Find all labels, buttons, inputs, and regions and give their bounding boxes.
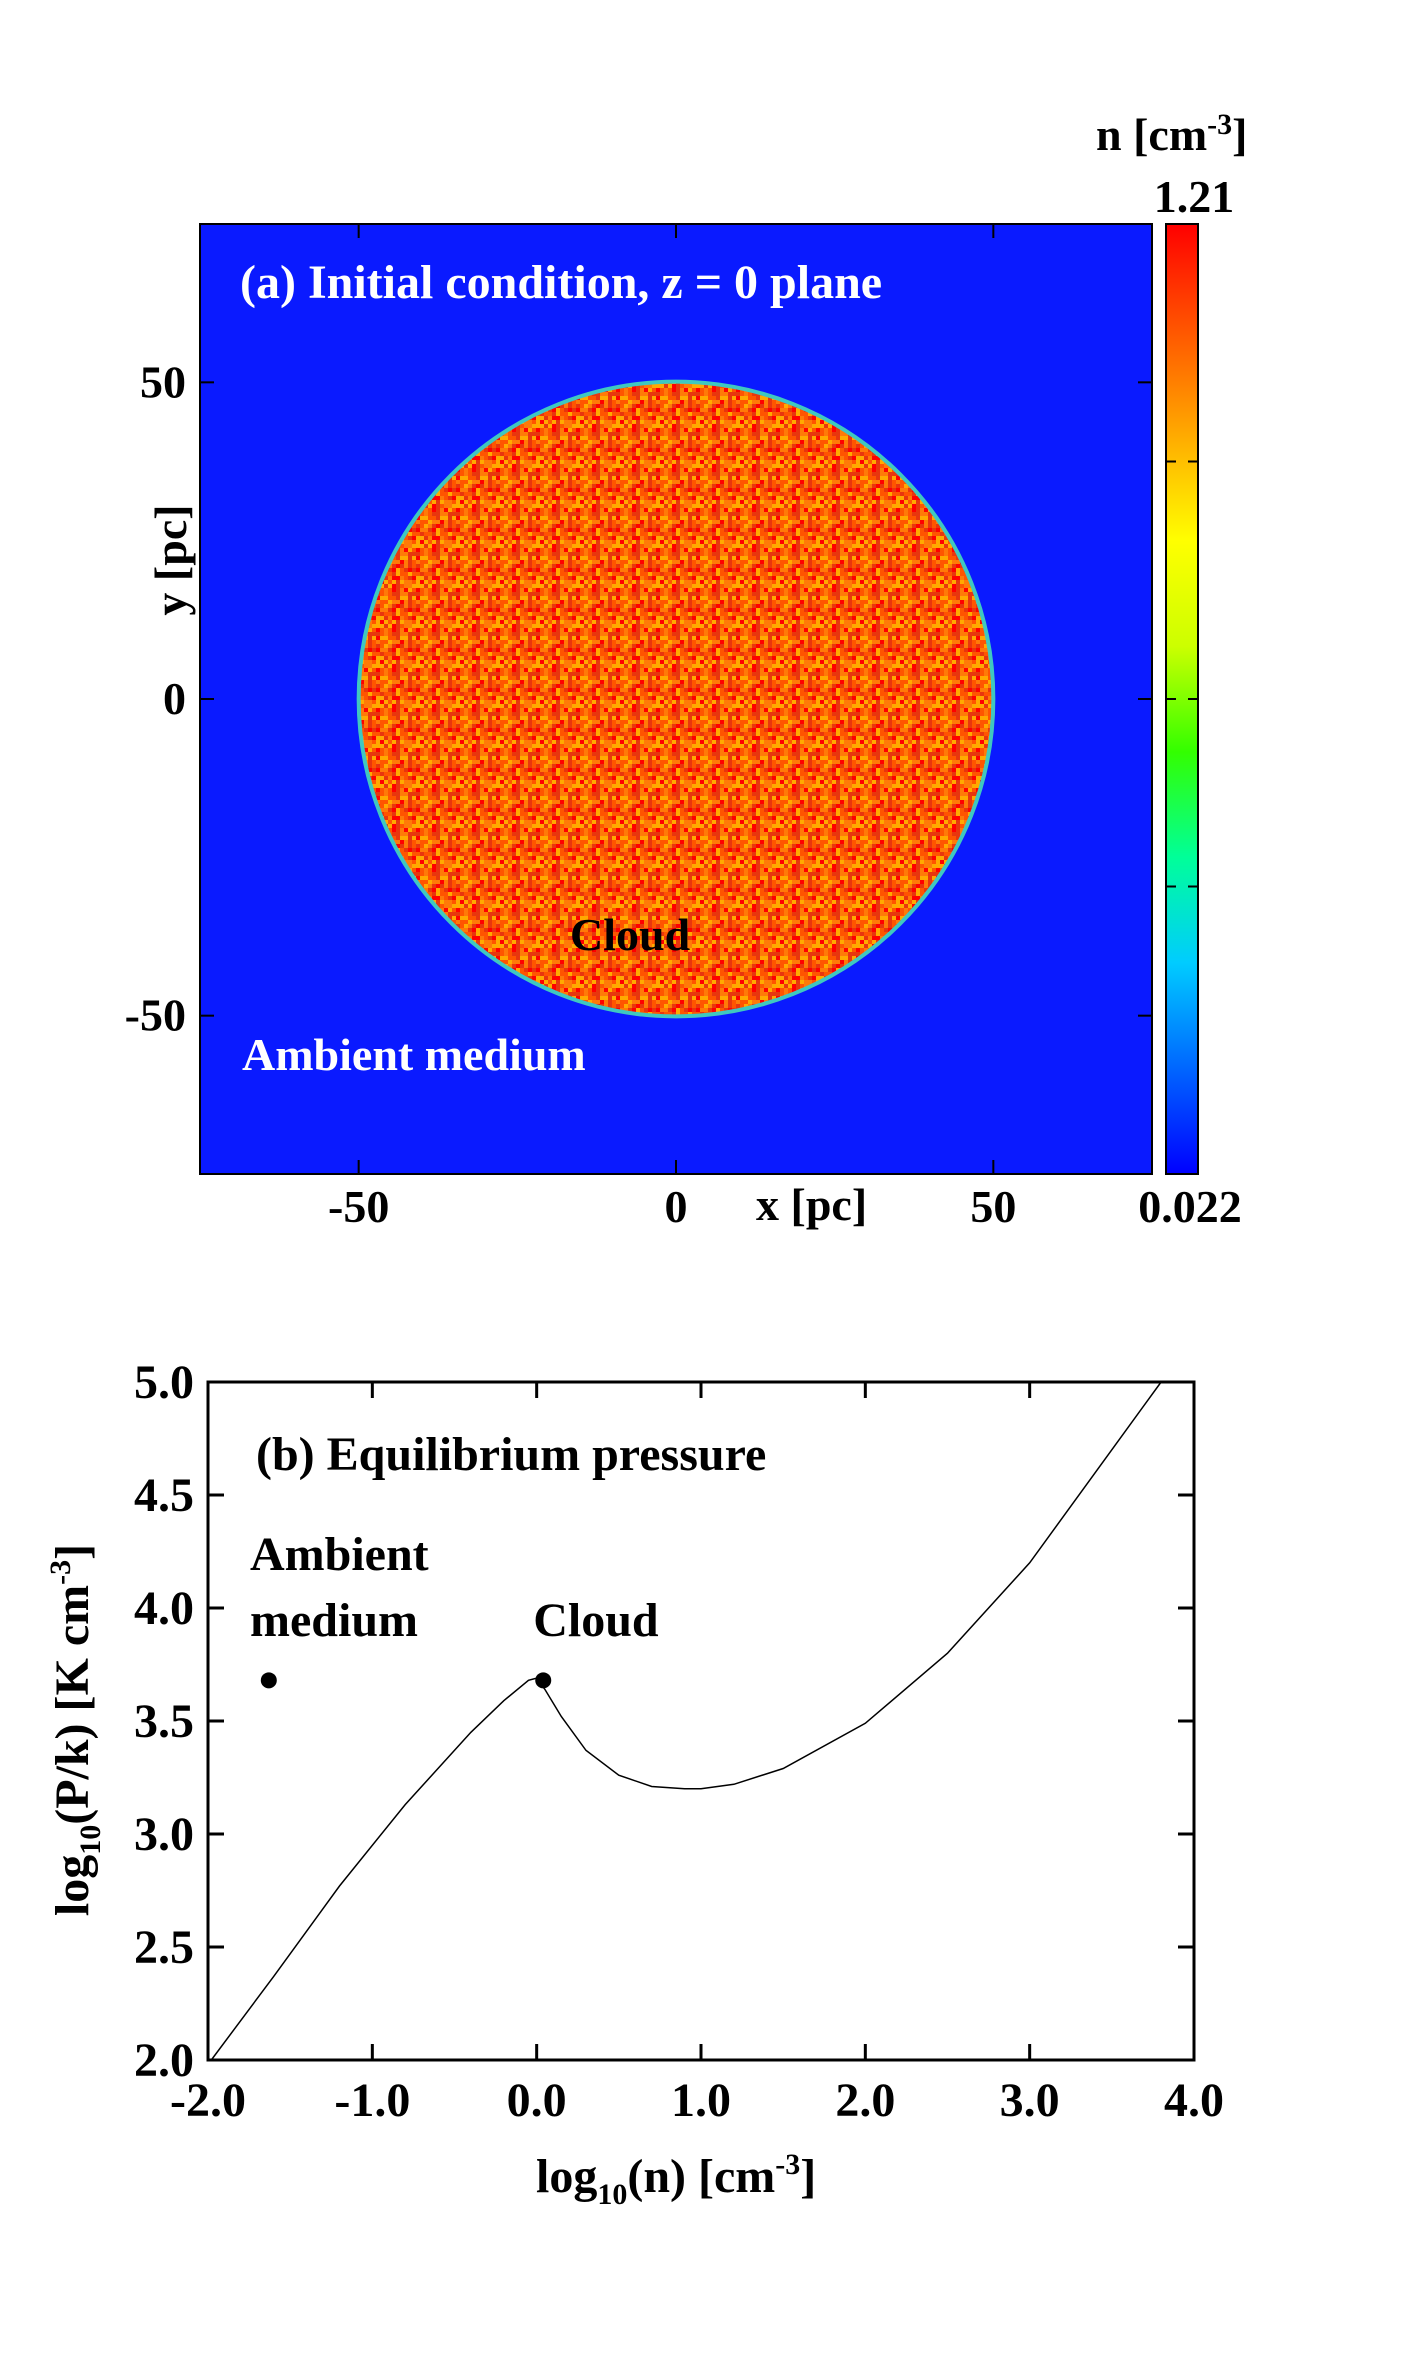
x-tick-label-b: -2.0 <box>170 2074 246 2127</box>
y-tick-label-a: 0 <box>163 673 186 724</box>
y-tick-label-a: 50 <box>140 356 186 407</box>
x-axis-label-a: x [pc] <box>756 1179 867 1230</box>
colorbar-ticks <box>1166 460 1198 888</box>
x-tick-label-b: 1.0 <box>671 2074 731 2127</box>
x-tick-label-a: 50 <box>970 1181 1016 1232</box>
panel-b-points: Ambient medium Cloud <box>250 1528 659 1689</box>
x-tick-label-b: -1.0 <box>334 2074 410 2127</box>
y-tick-label-b: 2.0 <box>134 2034 194 2087</box>
y-tick-label-b: 3.5 <box>134 1695 194 1748</box>
cloud-density-texture <box>358 381 994 1017</box>
panel-a: -50 0 50 -50 0 50 (a) Initial condition, z = … <box>125 108 1248 1232</box>
x-tick-label-a: 0 <box>665 1181 688 1232</box>
panel-a-ticks <box>200 224 1152 1174</box>
panel-b: -2.0 -1.0 0.0 1.0 2.0 3.0 4.0 2.0 2.5 3.0 3.5 4.0 4.… <box>44 1356 1224 2211</box>
ambient-medium-point-label: medium <box>250 1594 418 1647</box>
y-axis-label-a: y [pc] <box>145 504 196 615</box>
y-tick-label-b: 3.0 <box>134 1808 194 1861</box>
panel-b-frame <box>206 1380 1196 2062</box>
cloud-edge <box>356 379 996 1019</box>
colorbar-max-label: 1.21 <box>1154 171 1235 222</box>
x-tick-label-a: -50 <box>328 1181 389 1232</box>
y-tick-label-b: 5.0 <box>134 1356 194 1409</box>
cloud-label: Cloud <box>570 909 691 960</box>
colorbar-min-label: 0.022 <box>1138 1181 1242 1232</box>
x-tick-label-b: 0.0 <box>507 2074 567 2127</box>
panel-b-ticks <box>206 1380 1196 2062</box>
x-tick-label-b: 2.0 <box>835 2074 895 2127</box>
cloud-region <box>356 379 996 1019</box>
y-tick-label-b: 4.0 <box>134 1582 194 1635</box>
y-tick-label-b: 2.5 <box>134 1921 194 1974</box>
y-tick-label-b: 4.5 <box>134 1469 194 1522</box>
ambient-medium-point <box>260 1672 277 1689</box>
colorbar-label: n [cm-3] <box>1096 108 1247 160</box>
y-axis-label-b: log10(P/k) [K cm-3] <box>44 1544 107 1916</box>
equilibrium-pressure-curve <box>210 1381 1162 2061</box>
y-tick-label-a: -50 <box>125 990 186 1041</box>
cloud-point-label: Cloud <box>533 1594 659 1647</box>
panel-b-title: (b) Equilibrium pressure <box>256 1428 766 1481</box>
ambient-medium-point-label: Ambient <box>250 1528 429 1581</box>
cloud-point <box>535 1672 552 1689</box>
panel-a-tick-labels: -50 0 50 -50 0 50 <box>125 356 1017 1232</box>
panel-a-title: (a) Initial condition, z = 0 plane <box>240 256 882 309</box>
ambient-medium-label: Ambient medium <box>242 1029 586 1080</box>
x-tick-label-b: 4.0 <box>1164 2074 1224 2127</box>
x-tick-label-b: 3.0 <box>1000 2074 1060 2127</box>
x-axis-label-b: log10(n) [cm-3] <box>536 2148 816 2211</box>
panel-b-tick-labels: -2.0 -1.0 0.0 1.0 2.0 3.0 4.0 2.0 2.5 3.0 3.5 4.0 4.… <box>134 1356 1224 2127</box>
